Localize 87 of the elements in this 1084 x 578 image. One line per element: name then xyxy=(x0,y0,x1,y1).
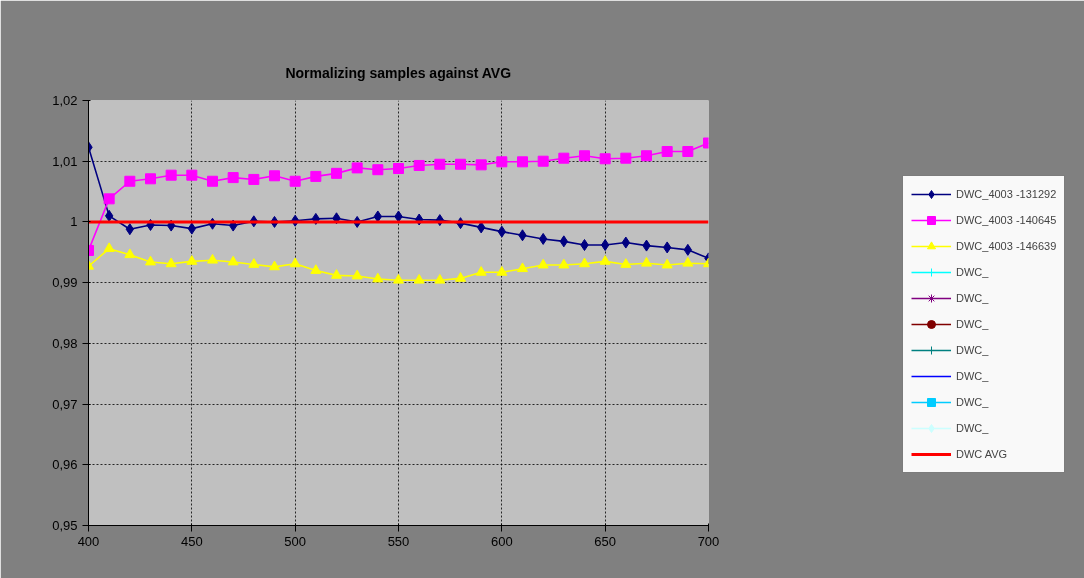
point xyxy=(124,248,136,259)
point xyxy=(475,266,487,276)
point xyxy=(207,253,218,264)
point xyxy=(496,266,508,276)
point xyxy=(165,257,177,268)
legend-label: DWC_4003 -146639 xyxy=(956,240,1057,252)
point xyxy=(310,264,322,274)
point xyxy=(248,173,260,185)
point xyxy=(601,239,610,251)
point xyxy=(661,258,673,269)
point xyxy=(682,256,694,267)
point xyxy=(517,262,528,273)
point xyxy=(517,156,528,168)
point xyxy=(558,258,570,269)
point xyxy=(475,159,487,171)
point xyxy=(186,169,198,181)
legend-label: DWC_ xyxy=(956,266,989,278)
point xyxy=(558,152,570,164)
point xyxy=(434,273,446,284)
point xyxy=(455,158,466,170)
legend-label: DWC_ xyxy=(956,370,989,382)
x-tick-label: 400 xyxy=(77,533,100,549)
point xyxy=(331,269,342,279)
point xyxy=(289,175,301,187)
point xyxy=(620,258,632,268)
y-tick-label: 0,99 xyxy=(52,275,78,291)
y-tick-label: 0,95 xyxy=(52,518,78,533)
point xyxy=(580,239,589,251)
chart-title: Normalizing samples against AVG xyxy=(285,64,512,81)
point xyxy=(599,153,611,165)
point xyxy=(413,273,425,284)
point xyxy=(165,169,177,181)
point xyxy=(434,158,446,170)
point xyxy=(455,272,466,282)
x-tick-label: 650 xyxy=(594,533,617,549)
point xyxy=(496,156,508,168)
point xyxy=(599,255,611,265)
y-tick-label: 0,96 xyxy=(52,457,78,473)
point xyxy=(186,255,198,265)
point xyxy=(103,242,115,253)
point xyxy=(207,175,218,187)
point xyxy=(269,170,280,182)
point xyxy=(393,273,404,284)
point xyxy=(227,255,239,266)
x-tick-label: 500 xyxy=(284,533,307,549)
point xyxy=(661,146,673,157)
point xyxy=(145,255,156,266)
point xyxy=(103,193,115,205)
point xyxy=(124,175,136,187)
x-tick-label: 600 xyxy=(490,533,513,549)
y-tick-label: 0,97 xyxy=(52,396,78,412)
legend-label: DWC_ xyxy=(956,344,989,356)
point xyxy=(537,155,549,167)
y-tick-label: 1,01 xyxy=(52,153,78,169)
y-tick-label: 1 xyxy=(70,214,78,230)
point xyxy=(351,269,363,280)
legend-label: DWC_ xyxy=(956,318,989,330)
legend-label: DWC_ xyxy=(956,292,989,304)
x-tick-label: 450 xyxy=(180,533,203,549)
point xyxy=(351,162,363,174)
legend-label: DWC AVG xyxy=(956,448,1008,460)
point xyxy=(269,260,280,271)
point xyxy=(537,258,549,269)
point xyxy=(372,164,384,176)
x-tick-label: 550 xyxy=(387,533,410,549)
legend-label: DWC_ xyxy=(956,422,989,434)
point xyxy=(331,167,342,179)
point xyxy=(641,256,652,267)
point xyxy=(145,173,156,185)
point xyxy=(579,257,590,268)
point xyxy=(372,272,384,283)
point xyxy=(620,152,632,164)
point xyxy=(227,172,239,184)
point xyxy=(393,163,404,174)
point xyxy=(289,257,301,268)
point xyxy=(248,258,260,268)
point xyxy=(682,146,694,157)
point xyxy=(413,159,425,171)
legend-label: DWC_4003 -140645 xyxy=(956,214,1057,226)
point xyxy=(310,170,322,182)
legend-label: DWC_ xyxy=(956,396,989,408)
y-tick-label: 1,02 xyxy=(52,93,78,108)
legend-label: DWC_4003 -131292 xyxy=(956,188,1057,200)
y-tick-label: 0,98 xyxy=(52,335,78,351)
point xyxy=(579,150,590,162)
point xyxy=(641,150,652,162)
x-tick-label: 700 xyxy=(697,533,720,549)
